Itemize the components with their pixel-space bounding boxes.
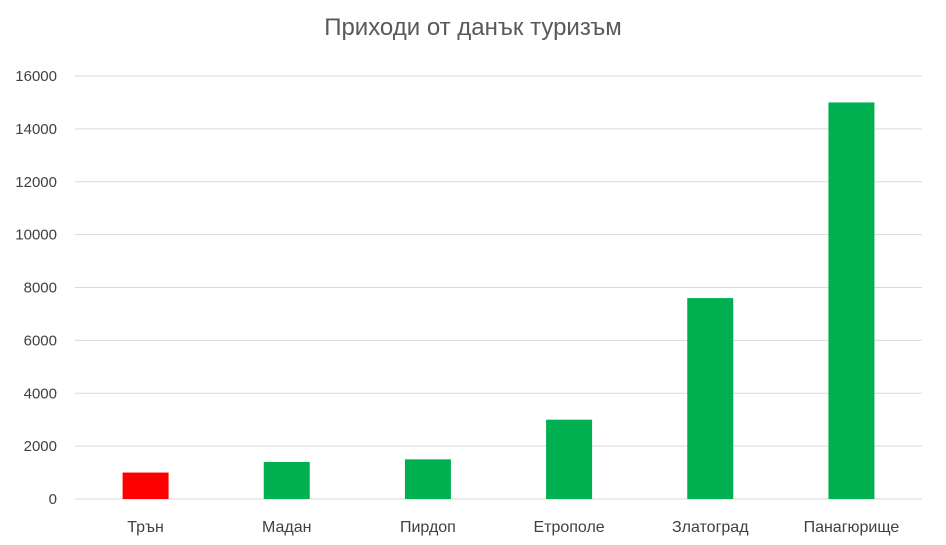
y-tick-label: 6000 [24, 332, 57, 349]
y-tick-label: 0 [49, 491, 57, 508]
y-tick-label: 14000 [15, 121, 57, 138]
bar-6 [828, 102, 875, 499]
y-tick-label: 8000 [24, 280, 57, 297]
y-tick-label: 12000 [15, 174, 57, 191]
bars [122, 102, 875, 499]
bar-1 [122, 472, 169, 499]
x-tick-label: Пирдоп [400, 519, 456, 536]
x-tick-label: Панагюрище [804, 519, 900, 536]
x-axis-tick-labels: Трън Мадан Пирдоп Етрополе Златоград Панагюри… [127, 519, 899, 536]
x-tick-label: Трън [127, 519, 164, 536]
bar-2 [263, 461, 310, 499]
x-tick-label: Златоград [672, 519, 749, 536]
y-axis-tick-labels: 0 2000 4000 6000 8000 10000 12000 14000 16000 [15, 68, 57, 508]
y-tick-label: 16000 [15, 68, 57, 85]
y-tick-label: 2000 [24, 438, 57, 455]
chart-title: Приходи от данък туризъм [324, 14, 622, 41]
x-tick-label: Етрополе [533, 519, 604, 536]
gridlines [75, 75, 922, 500]
y-tick-label: 4000 [24, 385, 57, 402]
x-tick-label: Мадан [262, 519, 311, 536]
y-tick-label: 10000 [15, 227, 57, 244]
bar-3 [404, 459, 451, 499]
bar-5 [687, 298, 734, 499]
bar-4 [546, 419, 593, 499]
